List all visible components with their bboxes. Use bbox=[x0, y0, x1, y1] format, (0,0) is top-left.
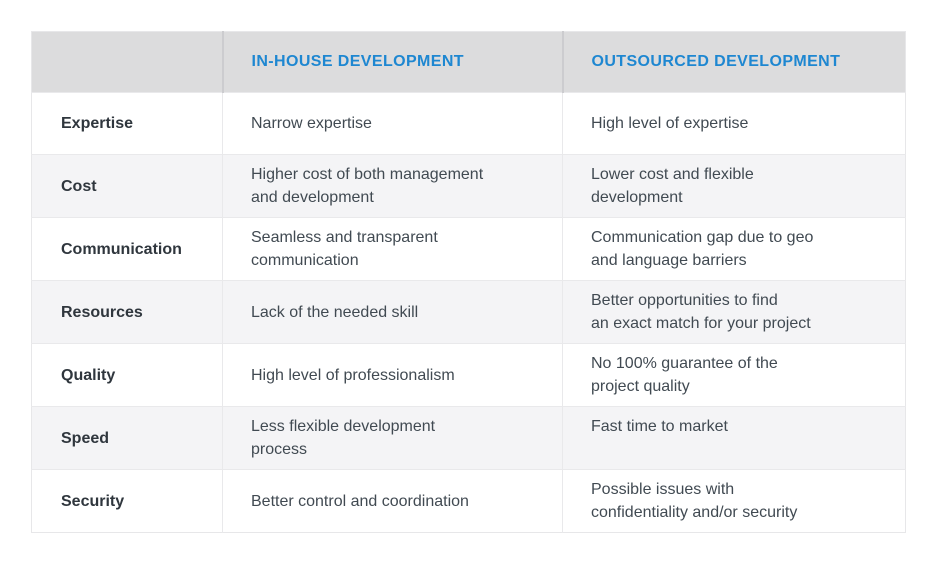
row-label-communication: Communication bbox=[31, 217, 223, 281]
outsourced-cell-expertise: High level of expertise bbox=[562, 92, 906, 155]
comparison-table: IN-HOUSE DEVELOPMENT OUTSOURCED DEVELOPM… bbox=[31, 31, 906, 533]
table-row-speed: Speed Less flexible development process … bbox=[31, 406, 906, 470]
header-empty-cell bbox=[31, 31, 223, 93]
table-row-resources: Resources Lack of the needed skill Bette… bbox=[31, 280, 906, 344]
table-row-communication: Communication Seamless and transparent c… bbox=[31, 217, 906, 281]
row-label-speed: Speed bbox=[31, 406, 223, 470]
inhouse-cell-security: Better control and coordination bbox=[222, 469, 563, 533]
header-outsourced: OUTSOURCED DEVELOPMENT bbox=[561, 31, 906, 93]
row-label-quality: Quality bbox=[31, 343, 223, 407]
outsourced-cell-quality: No 100% guarantee of the project quality bbox=[562, 343, 906, 407]
table-row-quality: Quality High level of professionalism No… bbox=[31, 343, 906, 407]
outsourced-cell-cost: Lower cost and flexible development bbox=[562, 154, 906, 218]
inhouse-cell-cost: Higher cost of both management and devel… bbox=[222, 154, 563, 218]
header-inhouse: IN-HOUSE DEVELOPMENT bbox=[221, 31, 563, 93]
outsourced-cell-communication: Communication gap due to geo and languag… bbox=[562, 217, 906, 281]
table-row-security: Security Better control and coordination… bbox=[31, 469, 906, 533]
row-label-cost: Cost bbox=[31, 154, 223, 218]
row-label-security: Security bbox=[31, 469, 223, 533]
header-row: IN-HOUSE DEVELOPMENT OUTSOURCED DEVELOPM… bbox=[31, 31, 906, 93]
inhouse-cell-resources: Lack of the needed skill bbox=[222, 280, 563, 344]
table-row-expertise: Expertise Narrow expertise High level of… bbox=[31, 92, 906, 155]
outsourced-cell-speed: Fast time to market bbox=[562, 406, 906, 470]
table-row-cost: Cost Higher cost of both management and … bbox=[31, 154, 906, 218]
inhouse-cell-quality: High level of professionalism bbox=[222, 343, 563, 407]
inhouse-cell-expertise: Narrow expertise bbox=[222, 92, 563, 155]
inhouse-cell-communication: Seamless and transparent communication bbox=[222, 217, 563, 281]
inhouse-cell-speed: Less flexible development process bbox=[222, 406, 563, 470]
row-label-resources: Resources bbox=[31, 280, 223, 344]
row-label-expertise: Expertise bbox=[31, 92, 223, 155]
outsourced-cell-resources: Better opportunities to find an exact ma… bbox=[562, 280, 906, 344]
outsourced-cell-security: Possible issues with confidentiality and… bbox=[562, 469, 906, 533]
